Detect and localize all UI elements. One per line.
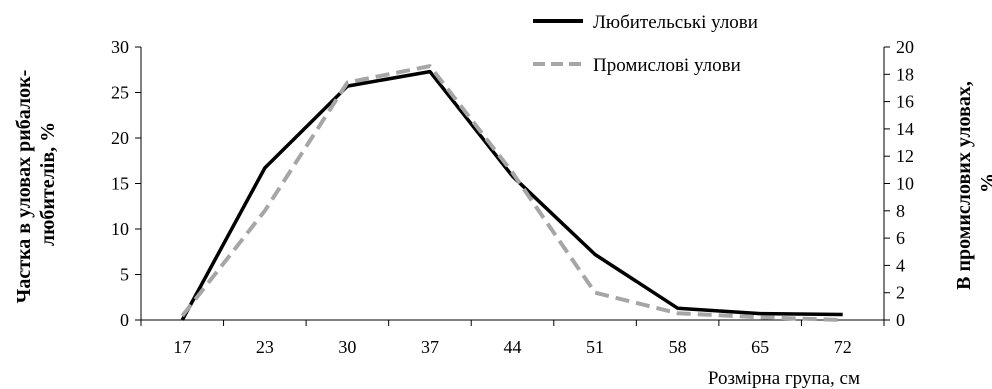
right-axis-title-line-1: В промислових уловах, bbox=[953, 81, 975, 290]
left-tick-label: 30 bbox=[111, 37, 129, 57]
right-axis-title: В промислових уловах, % bbox=[953, 76, 992, 290]
x-tick-label: 72 bbox=[834, 337, 852, 357]
right-tick-label: 12 bbox=[896, 146, 914, 166]
left-axis-title: Частка в уловах рибалок- любителів, % bbox=[13, 65, 59, 304]
legend: Любительські улови Промислові улови bbox=[533, 12, 758, 76]
x-tick-label: 23 bbox=[256, 337, 274, 357]
right-tick-label: 14 bbox=[896, 119, 914, 139]
left-axis-title-line-2: любителів, % bbox=[37, 122, 59, 246]
left-tick-label: 0 bbox=[120, 310, 129, 330]
right-tick-label: 18 bbox=[896, 64, 914, 84]
right-tick-label: 6 bbox=[896, 228, 905, 248]
x-tick-label: 58 bbox=[669, 337, 687, 357]
x-axis-title: Розмірна група, см bbox=[708, 368, 860, 389]
x-tick-label: 51 bbox=[586, 337, 604, 357]
left-tick-label: 15 bbox=[111, 174, 129, 194]
left-tick-label: 10 bbox=[111, 219, 129, 239]
axes bbox=[140, 47, 885, 321]
legend-label-series-2: Промислові улови bbox=[593, 55, 741, 76]
right-tick-label: 4 bbox=[896, 255, 905, 275]
left-axis-ticks: 0 5 10 15 20 25 30 bbox=[111, 37, 141, 330]
legend-label-series-1: Любительські улови bbox=[593, 12, 758, 33]
left-axis-title-line-1: Частка в уловах рибалок- bbox=[13, 70, 35, 304]
right-axis-title-line-2: % bbox=[977, 173, 992, 193]
x-tick-label: 17 bbox=[173, 337, 191, 357]
left-tick-label: 5 bbox=[120, 265, 129, 285]
right-axis-ticks: 0 2 4 6 8 10 12 14 16 18 20 bbox=[884, 37, 914, 330]
series-line-2 bbox=[180, 64, 843, 322]
x-axis-ticks: 17 23 30 37 44 51 58 65 72 bbox=[140, 320, 885, 357]
x-tick-label: 30 bbox=[338, 337, 356, 357]
left-tick-label: 25 bbox=[111, 83, 129, 103]
left-tick-label: 20 bbox=[111, 128, 129, 148]
x-tick-label: 44 bbox=[504, 337, 522, 357]
series-lines bbox=[180, 64, 843, 322]
series-line-1 bbox=[180, 69, 843, 321]
right-tick-label: 10 bbox=[896, 174, 914, 194]
right-tick-label: 0 bbox=[896, 310, 905, 330]
right-tick-label: 8 bbox=[896, 201, 905, 221]
right-tick-label: 20 bbox=[896, 37, 914, 57]
right-tick-label: 16 bbox=[896, 92, 914, 112]
right-tick-label: 2 bbox=[896, 283, 905, 303]
x-tick-label: 65 bbox=[751, 337, 769, 357]
x-tick-label: 37 bbox=[421, 337, 439, 357]
